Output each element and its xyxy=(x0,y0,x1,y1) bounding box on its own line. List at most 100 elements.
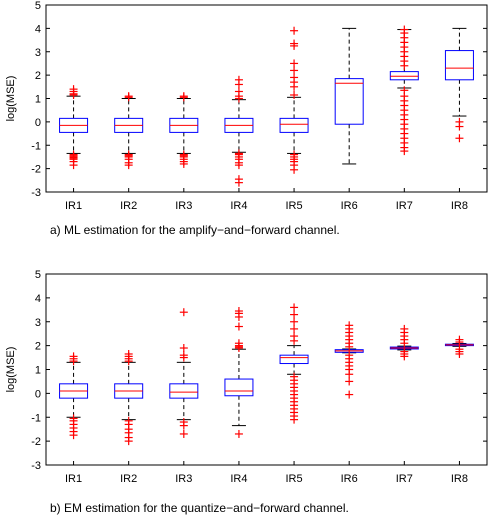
x-tick-label: IR4 xyxy=(230,200,247,212)
box-ir2 xyxy=(114,92,144,170)
y-axis-label: log(MSE) xyxy=(5,347,17,393)
y-tick-label: -1 xyxy=(31,140,41,152)
y-tick-label: 2 xyxy=(35,341,41,353)
outlier-marker xyxy=(290,317,299,326)
outlier-marker xyxy=(69,352,78,361)
y-tick-label: 3 xyxy=(35,317,41,329)
panel-caption: b) EM estimation for the quantize−and−fo… xyxy=(50,501,349,515)
outlier-marker xyxy=(124,437,133,446)
y-tick-label: 0 xyxy=(35,117,41,129)
y-tick-label: -3 xyxy=(31,187,41,199)
outlier-marker xyxy=(290,73,299,82)
x-tick-label: IR7 xyxy=(396,473,413,485)
outlier-marker xyxy=(234,339,243,348)
y-tick-label: 0 xyxy=(35,388,41,400)
outlier-marker xyxy=(290,59,299,68)
y-tick-label: 2 xyxy=(35,70,41,82)
box-ir8 xyxy=(444,27,474,143)
box-ir2 xyxy=(114,349,144,446)
outlier-marker xyxy=(290,303,299,312)
outlier-marker xyxy=(179,429,188,438)
box-iqr xyxy=(224,378,254,397)
outlier-marker xyxy=(179,92,188,101)
outlier-marker xyxy=(69,85,78,94)
outlier-marker xyxy=(400,324,409,333)
outlier-marker xyxy=(179,159,188,168)
y-tick-label: 1 xyxy=(35,94,41,106)
box-iqr xyxy=(279,354,309,365)
outlier-marker xyxy=(455,335,464,344)
box-iqr xyxy=(444,50,474,81)
outlier-marker xyxy=(179,344,188,353)
box-ir6 xyxy=(334,27,364,165)
outlier-marker xyxy=(290,39,299,48)
box-ir1 xyxy=(59,85,89,170)
y-tick-label: -1 xyxy=(31,412,41,424)
outlier-marker xyxy=(290,415,299,424)
box-ir7 xyxy=(389,25,419,156)
outlier-marker xyxy=(400,352,409,361)
box-ir3 xyxy=(169,92,199,168)
plot-frame xyxy=(45,4,488,193)
y-tick-label: 5 xyxy=(35,269,41,281)
outlier-marker xyxy=(400,25,409,34)
box-ir4 xyxy=(224,75,254,187)
box-ir1 xyxy=(59,352,89,440)
outlier-marker xyxy=(345,370,354,379)
x-tick-label: IR5 xyxy=(286,473,303,485)
y-tick-label: -2 xyxy=(31,164,41,176)
outlier-marker xyxy=(290,332,299,341)
outlier-marker xyxy=(179,421,188,430)
box-ir5 xyxy=(279,303,309,424)
x-tick-label: IR8 xyxy=(451,200,468,212)
outlier-marker xyxy=(234,322,243,331)
x-tick-label: IR3 xyxy=(175,473,192,485)
box-ir6 xyxy=(334,321,364,399)
box-ir5 xyxy=(279,26,309,174)
outlier-marker xyxy=(290,90,299,99)
x-tick-label: IR4 xyxy=(230,473,247,485)
y-tick-label: 1 xyxy=(35,365,41,377)
box-ir3 xyxy=(169,308,199,438)
x-tick-label: IR8 xyxy=(451,473,468,485)
outlier-marker xyxy=(234,429,243,438)
outlier-marker xyxy=(179,351,188,360)
outlier-marker xyxy=(455,134,464,143)
x-tick-label: IR2 xyxy=(120,200,137,212)
x-tick-label: IR6 xyxy=(341,200,358,212)
panel-caption: a) ML estimation for the amplify−and−for… xyxy=(50,223,340,237)
box-iqr xyxy=(279,117,309,133)
box-iqr xyxy=(334,78,364,125)
x-tick-label: IR7 xyxy=(396,200,413,212)
x-tick-label: IR6 xyxy=(341,473,358,485)
outlier-marker xyxy=(124,349,133,358)
y-tick-label: -2 xyxy=(31,436,41,448)
box-ir7 xyxy=(389,324,419,361)
outlier-marker xyxy=(345,377,354,386)
outlier-marker xyxy=(234,87,243,96)
y-tick-label: 4 xyxy=(35,293,41,305)
outlier-marker xyxy=(290,324,299,333)
x-tick-label: IR2 xyxy=(120,473,137,485)
outlier-marker xyxy=(124,161,133,170)
outlier-marker xyxy=(345,390,354,399)
x-tick-label: IR5 xyxy=(286,200,303,212)
outlier-marker xyxy=(69,431,78,440)
x-tick-label: IR3 xyxy=(175,200,192,212)
outlier-marker xyxy=(290,310,299,319)
y-tick-label: 5 xyxy=(35,0,41,12)
outlier-marker xyxy=(290,26,299,35)
y-tick-label: 4 xyxy=(35,23,41,35)
box-iqr xyxy=(389,71,419,81)
x-tick-label: IR1 xyxy=(65,200,82,212)
outlier-marker xyxy=(345,321,354,330)
outlier-marker xyxy=(400,147,409,156)
outlier-marker xyxy=(290,66,299,75)
y-tick-label: -3 xyxy=(31,460,41,472)
outlier-marker xyxy=(234,307,243,316)
outlier-marker xyxy=(69,161,78,170)
outlier-marker xyxy=(234,161,243,170)
y-tick-label: 3 xyxy=(35,47,41,59)
box-iqr xyxy=(169,383,199,399)
